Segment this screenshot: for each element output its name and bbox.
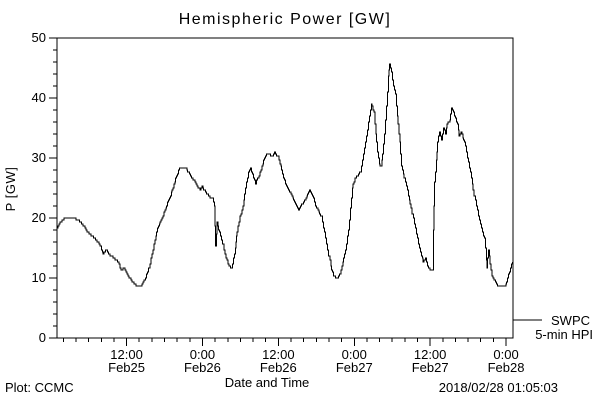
y-tick-label: 30 bbox=[32, 150, 46, 165]
y-tick-label: 0 bbox=[39, 330, 46, 345]
x-tick-time-label: 0:00 bbox=[190, 347, 215, 362]
legend-source-label: SWPC bbox=[551, 313, 590, 328]
y-tick-label: 40 bbox=[32, 90, 46, 105]
legend-series-label: 5-min HPI bbox=[535, 327, 593, 342]
x-tick-time-label: 0:00 bbox=[342, 347, 367, 362]
y-axis-label: P [GW] bbox=[3, 167, 18, 212]
x-tick-date-label: Feb27 bbox=[336, 360, 373, 375]
footer-plot-credit: Plot: CCMC bbox=[5, 380, 74, 395]
hpi-data-line bbox=[57, 63, 513, 287]
footer-timestamp: 2018/02/28 01:05:03 bbox=[439, 380, 558, 395]
x-tick-date-label: Feb25 bbox=[108, 360, 145, 375]
x-tick-date-label: Feb26 bbox=[260, 360, 297, 375]
plot-frame bbox=[56, 37, 514, 339]
y-tick-label: 20 bbox=[32, 210, 46, 225]
legend: SWPC 5-min HPI bbox=[513, 313, 593, 342]
y-tick-label: 50 bbox=[32, 30, 46, 45]
chart-title: Hemispheric Power [GW] bbox=[179, 11, 392, 28]
x-tick-time-label: 12:00 bbox=[110, 347, 143, 362]
x-tick-date-label: Feb26 bbox=[184, 360, 221, 375]
x-tick-date-label: Feb27 bbox=[412, 360, 449, 375]
x-axis-ticks: 12:00Feb250:00Feb2612:00Feb260:00Feb2712… bbox=[62, 338, 525, 375]
x-tick-time-label: 12:00 bbox=[414, 347, 447, 362]
x-tick-time-label: 12:00 bbox=[262, 347, 295, 362]
x-tick-time-label: 0:00 bbox=[493, 347, 518, 362]
x-tick-date-label: Feb28 bbox=[488, 360, 525, 375]
y-axis-ticks: 0 10 20 30 40 50 bbox=[32, 30, 57, 345]
y-tick-label: 10 bbox=[32, 270, 46, 285]
x-axis-label: Date and Time bbox=[225, 375, 310, 390]
